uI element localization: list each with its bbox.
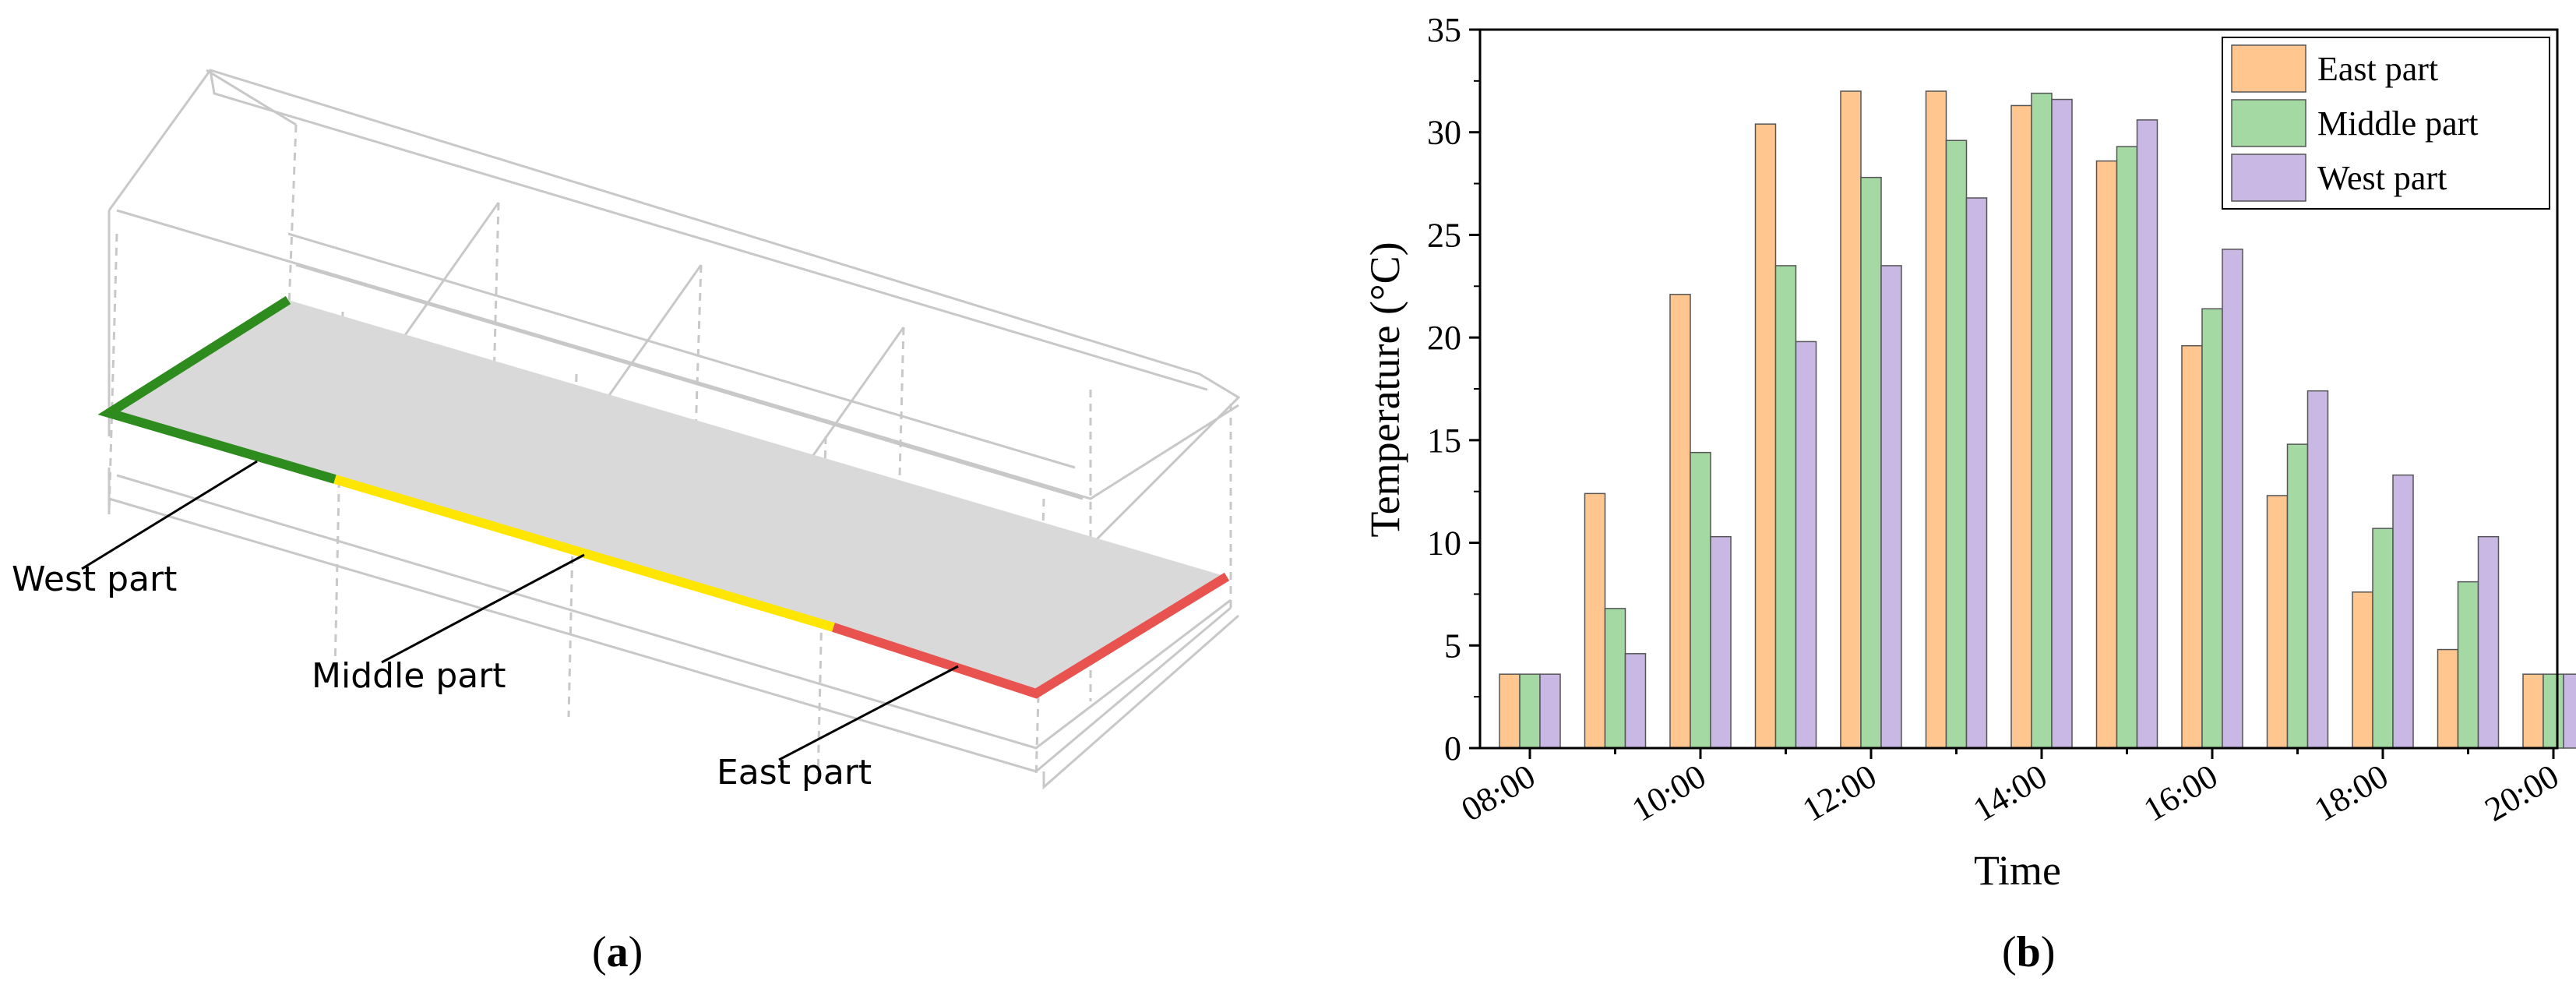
bar-middle-part-1900 [2457,581,2479,749]
section-plane [109,300,1227,694]
bar-west-part-0900 [1624,653,1647,749]
bar-west-part-2000 [2563,673,2576,749]
x-tick-label: 12:00 [1796,757,1883,829]
bar-west-part-0800 [1539,673,1561,749]
legend-label-middle: Middle part [2317,104,2479,143]
west-part-edge [97,295,337,484]
temperature-bar-chart: 0 5 10 15 20 25 30 35 08:00 10:00 12:00 14:00 16:00 1… [1362,11,2576,894]
bar-middle-part-1600 [2201,308,2223,749]
bar-west-part-1600 [2222,249,2243,749]
west-leader-line [81,460,258,570]
legend-label-west: West part [2317,159,2447,197]
bar-east-part-1200 [1840,90,1862,749]
bar-west-part-1400 [2051,98,2073,749]
bar-east-part-0800 [1499,673,1521,749]
bar-middle-part-1100 [1774,265,1797,749]
x-tick-label: 16:00 [2137,757,2224,829]
bar-middle-part-1000 [1690,451,1711,749]
middle-part-label: Middle part [312,656,506,696]
bar-west-part-1100 [1795,341,1817,749]
caption-b: (b) [2002,928,2056,976]
bar-east-part-0900 [1584,492,1606,749]
bar-east-part-1100 [1754,123,1777,749]
bar-east-part-1800 [2352,591,2373,749]
bar-middle-part-1300 [1945,139,1968,749]
x-tick-label: 20:00 [2479,757,2565,829]
y-tick-label: 0 [1444,729,1461,768]
x-axis-label: Time [1974,847,2061,894]
legend-swatch-middle [2231,99,2306,147]
east-part-label: East part [717,753,872,792]
panel-a-schematic: West part Middle part East part (a) [0,0,1277,995]
bar-east-part-1300 [1925,90,1947,749]
y-tick-label: 35 [1427,11,1461,49]
legend-swatch-west [2231,154,2306,202]
bar-west-part-1000 [1710,535,1732,749]
bar-middle-part-2000 [2543,673,2564,749]
bar-middle-part-0800 [1519,673,1541,749]
bar-middle-part-1200 [1860,176,1882,749]
east-part-edge [832,572,1230,699]
y-tick-label: 30 [1427,114,1461,152]
y-tick-label: 20 [1427,319,1461,357]
x-tick-label: 18:00 [2308,757,2395,829]
bar-middle-part-1400 [2031,92,2053,749]
greenhouse-schematic: West part Middle part East part [12,69,1241,792]
bar-middle-part-1800 [2372,528,2394,749]
bar-west-part-1500 [2136,119,2158,749]
bar-east-part-1600 [2181,344,2203,749]
middle-leader-line [381,553,585,664]
y-tick-label: 25 [1427,216,1461,254]
bar-east-part-1000 [1669,294,1691,749]
bar-west-part-1300 [1965,197,1988,749]
bar-middle-part-0900 [1604,608,1626,749]
bar-east-part-1700 [2266,495,2289,749]
y-axis-label: Temperature (°C) [1362,242,1408,537]
x-tick-label: 10:00 [1626,757,1712,829]
legend: East part Middle part West part [2222,37,2550,210]
legend-label-east: East part [2317,50,2438,88]
y-tick-label: 10 [1427,524,1461,563]
x-tick-label: 14:00 [1967,757,2053,829]
bar-east-part-2000 [2522,673,2544,749]
middle-part-edge [333,475,835,632]
bar-east-part-1400 [2010,104,2032,749]
y-tick-label: 15 [1427,422,1461,460]
bar-west-part-1800 [2392,474,2414,749]
bar-middle-part-1500 [2116,146,2138,749]
west-part-label: West part [12,560,177,599]
caption-a: (a) [592,928,643,976]
east-leader-line [778,665,959,761]
bar-west-part-1900 [2477,535,2500,749]
bar-east-part-1900 [2437,648,2459,749]
bar-west-part-1700 [2306,390,2329,749]
bar-east-part-1500 [2095,160,2118,749]
bar-west-part-1200 [1880,265,1902,749]
y-tick-label: 5 [1444,627,1461,665]
x-tick-label: 08:00 [1455,757,1542,829]
legend-swatch-east [2231,44,2306,93]
panel-b-chart: 0 5 10 15 20 25 30 35 08:00 10:00 12:00 14:00 16:00 1… [1324,0,2576,995]
bar-middle-part-1700 [2286,443,2309,749]
